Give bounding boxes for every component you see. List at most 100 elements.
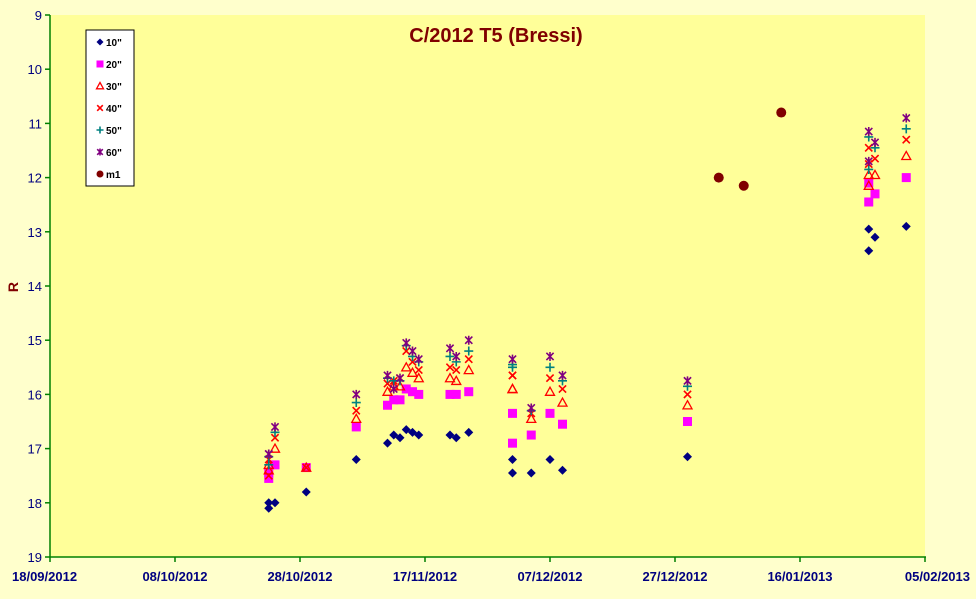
data-point [870,232,880,242]
y-tick-label: 9 [35,8,42,23]
data-point [683,390,692,399]
data-point [558,465,567,475]
data-point [900,150,912,161]
data-point [901,124,911,134]
data-point [863,179,875,190]
data-point [864,178,874,188]
y-tick-label: 16 [28,387,42,402]
y-tick-label: 17 [28,442,42,457]
y-tick-label: 10 [28,62,42,77]
data-point [558,419,567,429]
data-point [401,384,411,394]
data-point [413,372,425,383]
y-axis-label: R [5,282,21,292]
data-point [558,384,567,394]
data-point [352,406,361,415]
data-point [870,189,880,199]
data-point [864,127,873,137]
data-point [452,365,461,375]
y-tick-label: 19 [28,550,42,565]
data-point [901,221,911,231]
data-point [683,376,692,386]
data-point [870,154,880,163]
y-tick-label: 18 [28,496,42,511]
data-point [545,454,555,464]
axis-ticks: 9 10 11 12 13 14 15 16 17 18 19 18/09/2012 08/10/201… [12,8,970,584]
series-2 [263,150,912,475]
legend-marker [96,38,104,46]
data-point [683,417,692,426]
data-point [269,442,281,453]
legend-label: 30" [106,82,122,93]
data-point [383,438,392,448]
data-point [414,389,424,399]
y-tick-label: 12 [28,171,42,186]
legend: 10" 20" 30" 40" 50" 60" m1 [85,29,135,187]
data-point [352,389,361,399]
data-point [452,351,461,361]
data-point [508,468,517,478]
data-point [464,387,474,397]
data-point [545,408,555,418]
data-point [402,346,411,356]
data-point [383,370,392,380]
y-tick-label: 15 [28,333,42,348]
data-point [445,389,455,399]
y-tick-label: 11 [29,116,43,131]
data-point [300,461,312,472]
data-point [408,357,417,367]
data-point [901,173,911,183]
series-5 [264,113,911,459]
data-point [464,355,473,364]
data-point [508,454,517,464]
legend-marker [95,81,105,90]
data-point [508,408,517,418]
data-point [545,373,555,383]
data-point [264,471,273,480]
data-point [527,403,536,413]
data-point [864,197,874,207]
data-point [264,498,274,508]
data-point [444,372,456,383]
data-point [414,354,423,364]
legend-label: m1 [106,170,121,181]
data-point [451,389,461,399]
x-tick-label: 05/02/2013 [905,569,970,584]
data-point [526,468,536,478]
data-point [395,395,405,405]
data-point [902,113,911,123]
data-point [263,464,275,475]
data-point [681,399,694,410]
data-point [464,346,474,356]
data-point [445,363,455,372]
x-tick-label: 18/09/2012 [12,569,77,584]
x-tick-label: 07/12/2012 [517,569,582,584]
data-point [270,498,280,508]
data-point [264,503,274,513]
legend-label: 60" [106,148,122,159]
data-point [408,387,417,397]
data-point [526,430,536,440]
data-point [544,385,556,396]
legend-marker [96,170,104,178]
series-1 [264,173,911,483]
data-point [414,430,424,440]
x-tick-label: 16/01/2013 [767,569,832,584]
data-point [870,137,880,147]
data-point [450,375,462,386]
data-point [508,354,517,364]
data-point [270,422,280,432]
data-point [525,412,537,424]
data-point [264,449,273,459]
legend-marker [96,126,104,134]
legend-label: 50" [106,126,122,137]
data-point [464,427,474,437]
plot-area [50,15,925,557]
series-6 [713,107,787,191]
data-point [414,365,423,375]
legend-label: 20" [106,60,122,71]
data-point [351,422,361,432]
x-tick-label: 08/10/2012 [142,569,207,584]
data-point [864,156,873,166]
legend-marker [96,60,104,68]
